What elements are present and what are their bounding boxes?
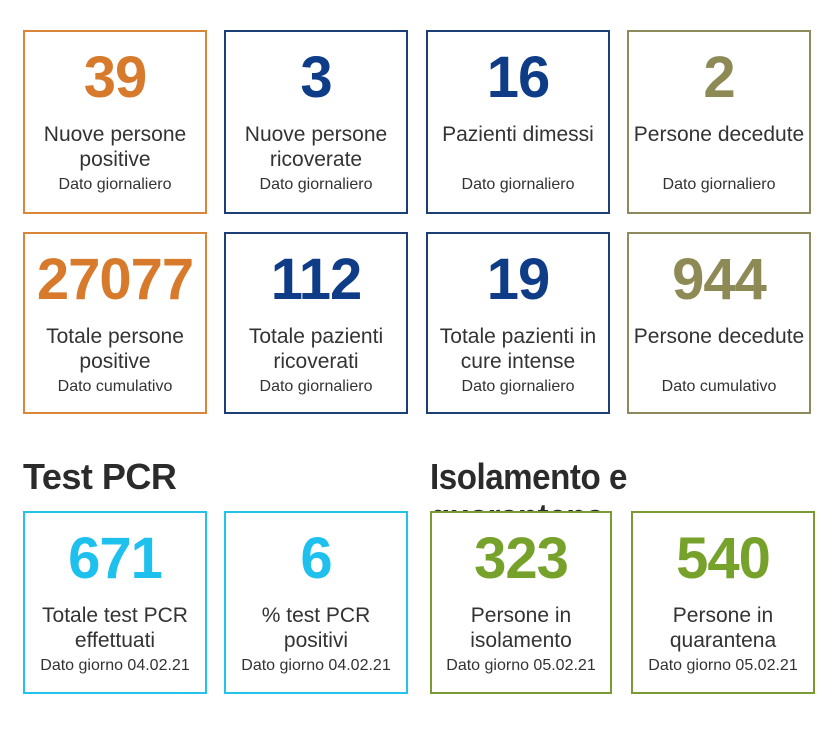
stat-label: % test PCR positivi	[261, 604, 371, 652]
stat-sublabel: Dato giornaliero	[259, 378, 373, 395]
stat-label: Persone decedute	[633, 325, 805, 348]
stat-sublabel: Dato giorno 04.02.21	[241, 657, 391, 674]
stat-label: Persone in isolamento	[470, 604, 572, 652]
stat-label: Totale pazienti in cure intense	[439, 325, 597, 373]
stat-card-quarantine: 540 Persone in quarantena Dato giorno 05…	[631, 511, 815, 694]
stat-sublabel: Dato giornaliero	[662, 176, 776, 193]
stat-value: 6	[300, 526, 332, 591]
stat-label: Totale persone positive	[46, 325, 184, 373]
stat-label: Persone decedute	[633, 123, 805, 146]
stat-card-discharged: 16 Pazienti dimessi Dato giornaliero	[426, 30, 610, 214]
stat-sublabel: Dato giornaliero	[58, 176, 172, 193]
stat-card-total-positives: 27077 Totale persone positive Dato cumul…	[23, 232, 207, 414]
stat-value: 39	[83, 45, 148, 110]
stat-value: 540	[676, 526, 771, 591]
stat-value: 3	[300, 45, 332, 110]
stat-card-deceased-cumulative: 944 Persone decedute Dato cumulativo	[627, 232, 811, 414]
stat-label: Persone in quarantena	[669, 604, 777, 652]
stat-sublabel: Dato giornaliero	[259, 176, 373, 193]
stat-sublabel: Dato giorno 05.02.21	[648, 657, 798, 674]
stat-label: Totale test PCR effettuati	[42, 604, 188, 652]
stat-sublabel: Dato giornaliero	[461, 378, 575, 395]
stat-card-total-hospitalized: 112 Totale pazienti ricoverati Dato gior…	[224, 232, 408, 414]
stat-card-pcr-total: 671 Totale test PCR effettuati Dato gior…	[23, 511, 207, 694]
stat-value: 112	[270, 247, 363, 312]
stat-value: 19	[486, 247, 551, 312]
stat-value: 2	[703, 45, 735, 110]
stat-value: 323	[474, 526, 569, 591]
stat-card-pcr-positive-percent: 6 % test PCR positivi Dato giorno 04.02.…	[224, 511, 408, 694]
stat-label: Totale pazienti ricoverati	[248, 325, 384, 373]
stat-sublabel: Dato cumulativo	[57, 378, 173, 395]
stat-label: Nuove persone positive	[43, 123, 187, 171]
stat-card-new-hospitalized: 3 Nuove persone ricoverate Dato giornali…	[224, 30, 408, 214]
section-title-pcr: Test PCR	[23, 456, 177, 497]
stat-sublabel: Dato giorno 04.02.21	[40, 657, 190, 674]
stat-value: 671	[68, 526, 163, 591]
stat-value: 27077	[36, 247, 194, 312]
stat-sublabel: Dato cumulativo	[661, 378, 777, 395]
stat-card-intensive-care: 19 Totale pazienti in cure intense Dato …	[426, 232, 610, 414]
stat-label: Pazienti dimessi	[442, 123, 594, 146]
stat-value: 16	[486, 45, 551, 110]
stat-label: Nuove persone ricoverate	[244, 123, 388, 171]
stat-value: 944	[672, 247, 767, 312]
stat-card-new-positives: 39 Nuove persone positive Dato giornalie…	[23, 30, 207, 214]
stat-card-deceased-daily: 2 Persone decedute Dato giornaliero	[627, 30, 811, 214]
stat-sublabel: Dato giorno 05.02.21	[446, 657, 596, 674]
stat-sublabel: Dato giornaliero	[461, 176, 575, 193]
stat-card-isolation: 323 Persone in isolamento Dato giorno 05…	[430, 511, 612, 694]
